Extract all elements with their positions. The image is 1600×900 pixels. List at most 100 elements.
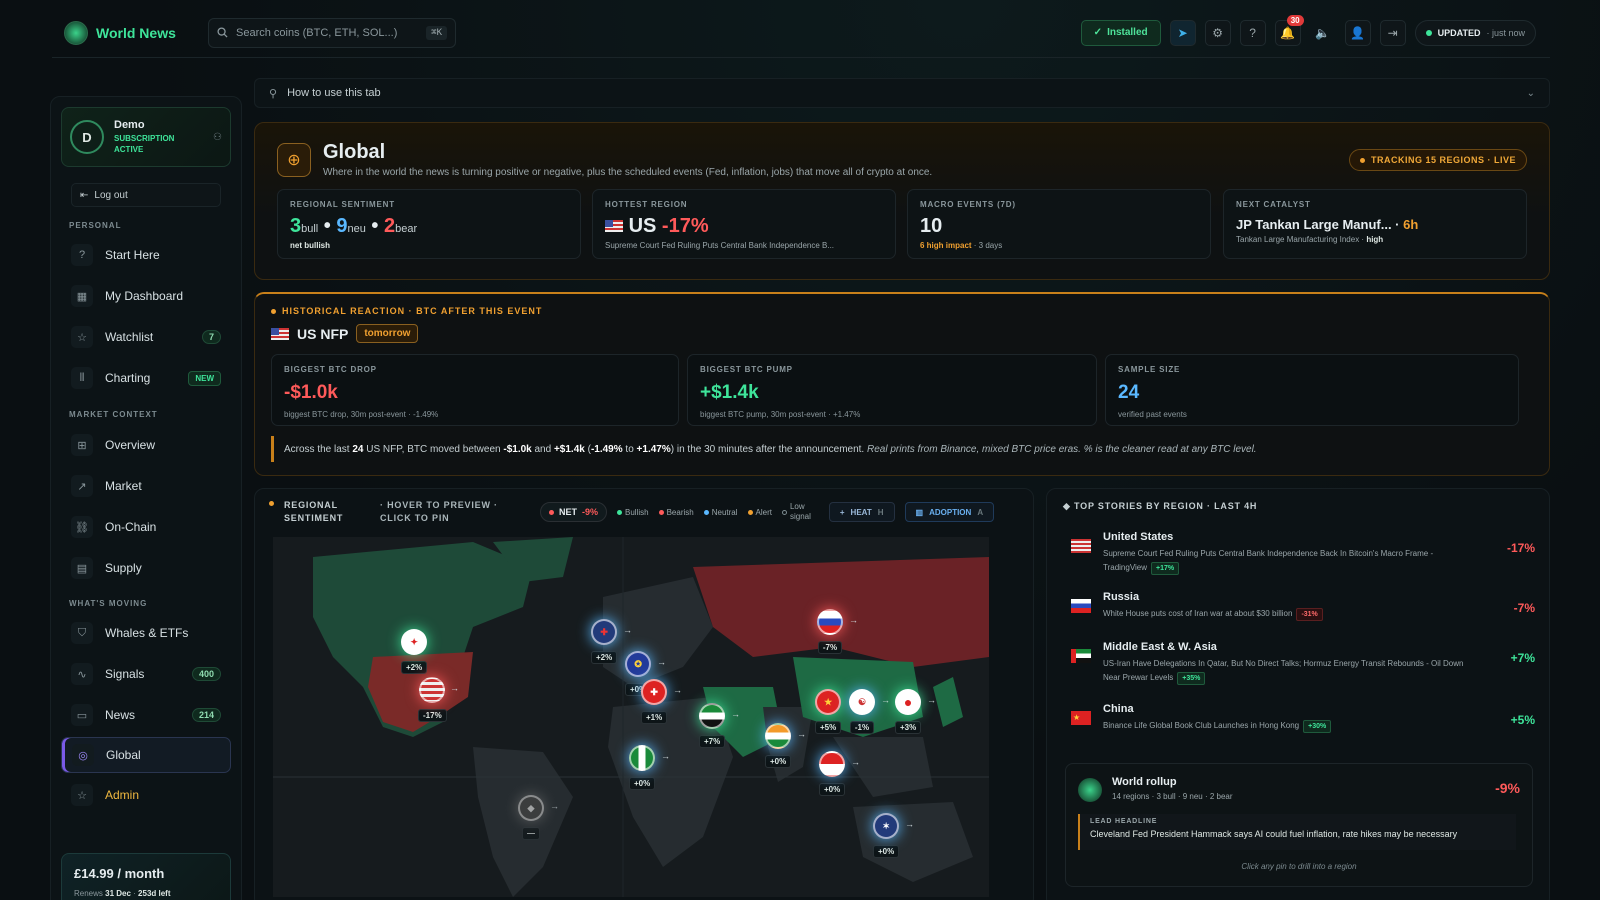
adoption-label: ADOPTION — [929, 507, 972, 517]
map-region-russia — [693, 557, 989, 667]
sidebar-item-admin[interactable]: ☆ Admin — [61, 777, 231, 813]
sound-button[interactable]: 🔈 — [1310, 20, 1336, 46]
settings-button[interactable]: ⚙ — [1204, 19, 1231, 46]
map-pin-united-states[interactable]: -17% → — [418, 677, 459, 722]
map-pin-australia[interactable]: ✶ +0% → — [873, 813, 914, 858]
search-box[interactable]: ⌘K — [208, 17, 456, 48]
story-region: Middle East & W. Asia — [1103, 641, 1217, 653]
story-china[interactable]: ★ China Binance Life Global Book Club La… — [1071, 703, 1535, 743]
subscription-status-2: ACTIVE — [114, 145, 144, 154]
help-button[interactable]: ? — [1239, 19, 1266, 46]
map-toolbar: REGIONAL SENTIMENT · HOVER TO PREVIEW · CL… — [269, 497, 1019, 527]
arrow-icon: → — [881, 695, 890, 705]
arrow-icon: → — [673, 685, 682, 695]
story-headline: US-Iran Have Delegations In Qatar, But N… — [1103, 659, 1464, 682]
map-pin-singapore[interactable]: +0% → — [819, 751, 860, 796]
top-stories-header: ◆ TOP STORIES BY REGION · LAST 4H — [1063, 501, 1258, 511]
map-pin-switzerland[interactable]: ✚ +1% → — [641, 679, 682, 724]
sidebar-item-supply[interactable]: ▤ Supply — [61, 550, 231, 586]
map-pin-united-kingdom[interactable]: ✚ +2% → — [591, 619, 632, 664]
world-map[interactable]: ✦ +2% -17% → ✚ +2% → ✪ +0% → ✚ +1% → -7% → +7% → +… — [273, 537, 989, 897]
sidebar-item-news[interactable]: ▭ News 214 — [61, 697, 231, 733]
sidebar-item-on-chain[interactable]: ⛓ On-Chain — [61, 509, 231, 545]
heat-toggle-button[interactable]: + HEAT H — [828, 502, 895, 522]
dot-icon — [617, 509, 623, 515]
story-middle-east[interactable]: Middle East & W. Asia US-Iran Have Deleg… — [1071, 641, 1535, 693]
adoption-shortcut: A — [977, 507, 984, 517]
renews-date: 31 Dec — [105, 889, 131, 898]
story-russia[interactable]: Russia White House puts cost of Iran war… — [1071, 591, 1535, 631]
top-stories-title: TOP STORIES BY REGION · LAST 4H — [1074, 501, 1258, 511]
subscription-card[interactable]: £14.99 / month Renews 31 Dec · 253d left — [61, 853, 231, 900]
adoption-toggle-button[interactable]: ▥ ADOPTION A — [904, 502, 995, 522]
story-united-states[interactable]: United States Supreme Court Fed Ruling P… — [1071, 531, 1535, 581]
map-pin-middle-east[interactable]: +7% → — [699, 703, 740, 748]
user-card[interactable]: D Demo SUBSCRIPTION ACTIVE ⚇ — [61, 107, 231, 167]
logout-top-button[interactable]: ⇥ — [1379, 19, 1406, 46]
logout-button[interactable]: ⇤ Log out — [71, 183, 221, 207]
stat-hottest-region[interactable]: HOTTEST REGION US -17% Supreme Court Fed… — [592, 189, 896, 259]
notifications-button[interactable]: 🔔 30 — [1274, 14, 1304, 46]
historical-reaction-card: HISTORICAL REACTION · BTC AFTER THIS EVE… — [254, 292, 1550, 476]
map-pin-south-korea[interactable]: ☯ -1% → — [849, 689, 890, 734]
stat-macro-events: MACRO EVENTS (7D) 10 6 high impact · 3 d… — [907, 189, 1211, 259]
map-pin-india[interactable]: +0% → — [765, 723, 806, 768]
plan-price: £14.99 / month — [74, 866, 165, 881]
story-headline: Supreme Court Fed Ruling Puts Central Ba… — [1103, 549, 1434, 572]
account-button[interactable]: 👤 — [1344, 19, 1371, 46]
pin-value: +0% — [873, 845, 900, 858]
telegram-button[interactable]: ➤ — [1169, 19, 1196, 46]
map-pin-japan[interactable]: ● +3% → — [895, 689, 936, 734]
top-bar: World News ⌘K ✓ Installed ➤ ⚙ ? 🔔30 🔈 👤 ⇥… — [52, 8, 1550, 58]
china-flag-icon: ★ — [1071, 711, 1091, 725]
sidebar-item-charting[interactable]: ⫴ Charting NEW — [61, 360, 231, 396]
map-pin-nigeria[interactable]: +0% → — [629, 745, 670, 790]
dot-icon — [747, 509, 753, 515]
brand-logo[interactable]: World News — [64, 20, 204, 45]
dot-icon — [658, 509, 664, 515]
pin-value: — — [522, 827, 540, 840]
sidebar-item-watchlist[interactable]: ☆ Watchlist 7 — [61, 319, 231, 355]
russia-flag-icon — [817, 609, 843, 635]
korea-flag-icon: ☯ — [849, 689, 875, 715]
bear-count: 2 — [383, 215, 396, 237]
hottest-headline: Supreme Court Fed Ruling Puts Central Ba… — [605, 241, 835, 250]
profile-icon[interactable]: ⚇ — [213, 131, 222, 143]
pin-value: +5% — [815, 721, 842, 734]
pin-value: -17% — [418, 709, 447, 722]
top-actions: ✓ Installed ➤ ⚙ ? 🔔 30 🔈 👤 ⇥ UPDATED · jus… — [1080, 14, 1536, 46]
map-pin-brazil[interactable]: ◆ — → — [518, 795, 559, 840]
legend-neutral: Neutral — [703, 507, 738, 517]
sidebar-item-label: Signals — [105, 667, 145, 681]
story-chip: -31% — [1296, 608, 1323, 621]
map-pin-russia[interactable]: -7% → — [817, 609, 858, 654]
sidebar-item-signals[interactable]: ∿ Signals 400 — [61, 656, 231, 692]
map-pin-china[interactable]: ★+5%→ — [815, 689, 856, 734]
lead-headline[interactable]: LEAD HEADLINE Cleveland Fed President Ha… — [1078, 814, 1516, 850]
note-part: ( — [584, 443, 591, 455]
map-pin-canada[interactable]: ✦ +2% — [401, 629, 428, 674]
sidebar-item-overview[interactable]: ⊞ Overview — [61, 427, 231, 463]
how-to-use-accordion[interactable]: ⚲ How to use this tab ⌄ — [254, 78, 1550, 108]
installed-button[interactable]: ✓ Installed — [1080, 19, 1161, 46]
pin-value: +0% — [819, 783, 846, 796]
stat-label: REGIONAL SENTIMENT — [290, 200, 395, 209]
how-to-label: How to use this tab — [287, 87, 381, 99]
tracking-label: TRACKING 15 REGIONS · LIVE — [1370, 155, 1516, 165]
search-input[interactable] — [236, 26, 419, 39]
map-region-greenland — [493, 537, 573, 582]
sidebar-item-market[interactable]: ↗ Market — [61, 468, 231, 504]
stat-next-catalyst[interactable]: NEXT CATALYST JP Tankan Large Manuf... ·… — [1223, 189, 1527, 259]
sidebar-item-start-here[interactable]: ? Start Here — [61, 237, 231, 273]
sidebar-item-global[interactable]: ◎ Global — [61, 737, 231, 773]
avatar: D — [70, 120, 104, 154]
map-title-1: REGIONAL — [284, 500, 338, 510]
search-icon — [217, 27, 228, 38]
sidebar-item-label: Admin — [105, 788, 140, 802]
bull-label: bull — [301, 223, 319, 235]
sample-label: SAMPLE SIZE — [1118, 365, 1181, 374]
sidebar-item-my-dashboard[interactable]: ▦ My Dashboard — [61, 278, 231, 314]
rollup-pct: -9% — [1495, 780, 1520, 796]
sidebar-item-whales-etfs[interactable]: ⛉ Whales & ETFs — [61, 615, 231, 651]
legend-label: Neutral — [711, 507, 738, 517]
